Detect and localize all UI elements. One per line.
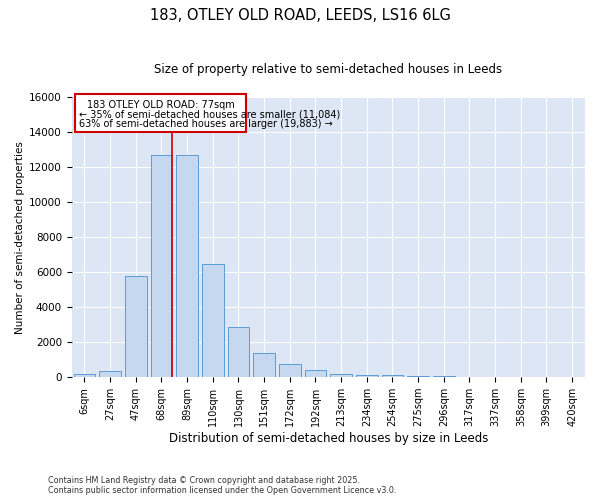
Text: 183, OTLEY OLD ROAD, LEEDS, LS16 6LG: 183, OTLEY OLD ROAD, LEEDS, LS16 6LG bbox=[149, 8, 451, 22]
Text: ← 35% of semi-detached houses are smaller (11,084): ← 35% of semi-detached houses are smalle… bbox=[79, 110, 341, 120]
Bar bbox=[227, 326, 250, 377]
Bar bbox=[99, 371, 121, 377]
Bar bbox=[151, 155, 172, 377]
Title: Size of property relative to semi-detached houses in Leeds: Size of property relative to semi-detach… bbox=[154, 62, 502, 76]
Bar bbox=[279, 364, 301, 377]
Bar bbox=[202, 264, 224, 377]
Bar bbox=[176, 155, 198, 377]
Bar bbox=[74, 374, 95, 377]
Bar bbox=[125, 276, 147, 377]
Bar bbox=[458, 376, 481, 377]
Bar bbox=[76, 94, 246, 132]
Text: 63% of semi-detached houses are larger (19,883) →: 63% of semi-detached houses are larger (… bbox=[79, 120, 333, 130]
Bar bbox=[433, 376, 455, 377]
Y-axis label: Number of semi-detached properties: Number of semi-detached properties bbox=[15, 141, 25, 334]
X-axis label: Distribution of semi-detached houses by size in Leeds: Distribution of semi-detached houses by … bbox=[169, 432, 488, 445]
Bar bbox=[305, 370, 326, 377]
Bar bbox=[407, 376, 429, 377]
Bar bbox=[253, 352, 275, 377]
Bar bbox=[356, 374, 378, 377]
Text: 183 OTLEY OLD ROAD: 77sqm: 183 OTLEY OLD ROAD: 77sqm bbox=[87, 100, 235, 110]
Bar bbox=[382, 375, 403, 377]
Bar bbox=[330, 374, 352, 377]
Text: Contains HM Land Registry data © Crown copyright and database right 2025.
Contai: Contains HM Land Registry data © Crown c… bbox=[48, 476, 397, 495]
